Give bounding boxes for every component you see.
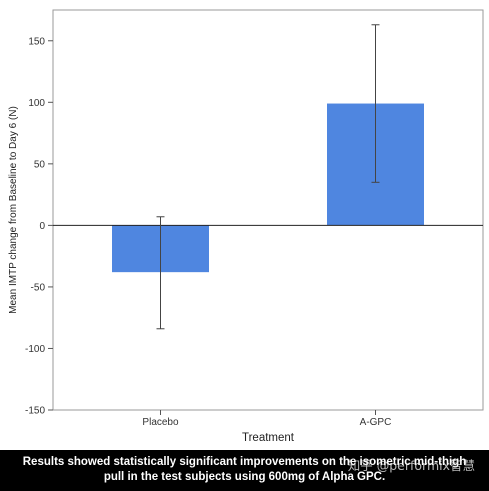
error-bars: [156, 24, 380, 330]
y-tick-label: -150: [25, 406, 45, 417]
x-axis-title: Treatment: [242, 432, 295, 444]
bar-chart-svg: 150 100 50 0 -50 -100 -150 Placebo A-GPC Treatm…: [8, 9, 484, 444]
y-tick-label: 0: [39, 221, 45, 232]
y-tick-label: 100: [28, 98, 45, 109]
y-tick-label: -50: [31, 282, 46, 293]
x-tick-label: Placebo: [142, 417, 179, 428]
caption-line-1: Results showed statistically significant…: [22, 456, 467, 468]
y-axis-title: Mean IMTP change from Baseline to Day 6 …: [8, 106, 19, 314]
chart: 150 100 50 0 -50 -100 -150 Placebo A-GPC Treatm…: [8, 9, 484, 444]
y-tick-label: 50: [34, 159, 46, 170]
y-tick-label: -100: [25, 344, 45, 355]
caption-bar: Results showed statistically significant…: [0, 450, 489, 491]
x-axis-ticks: Placebo A-GPC: [142, 410, 391, 428]
y-tick-label: 150: [28, 36, 45, 47]
y-axis-ticks: 150 100 50 0 -50 -100 -150: [25, 36, 53, 417]
caption-line-2: pull in the test subjects using 600mg of…: [103, 471, 386, 483]
watermark: 知乎 @performix智慧: [347, 458, 475, 473]
x-tick-label: A-GPC: [360, 417, 392, 428]
